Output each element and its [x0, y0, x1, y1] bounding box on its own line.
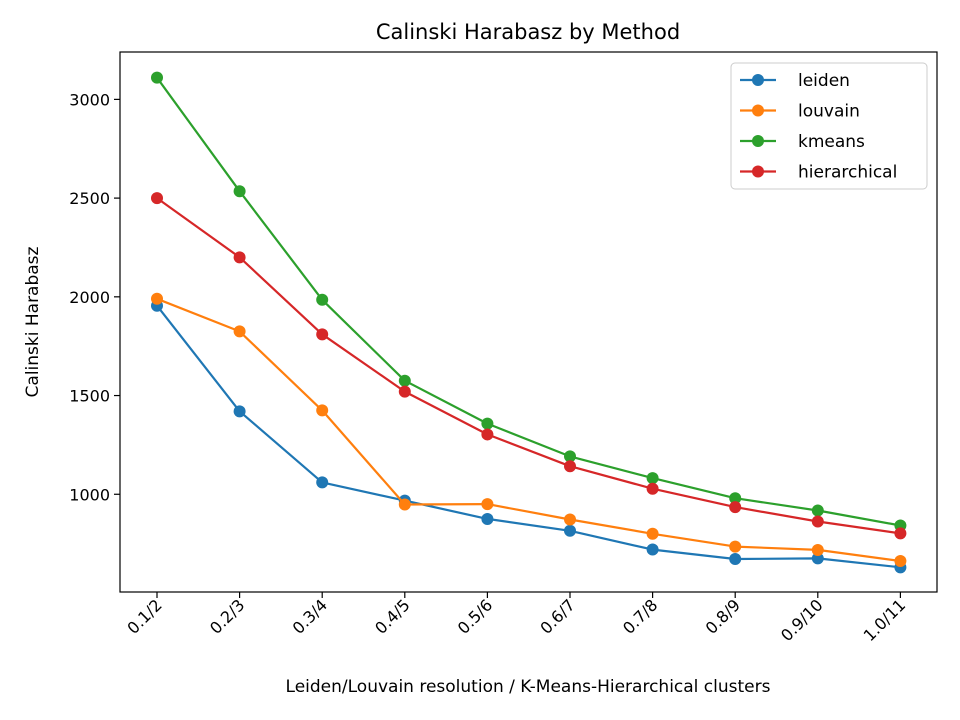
data-point-kmeans [564, 450, 576, 463]
legend-item-kmeans: kmeans [740, 132, 865, 152]
series-leiden [151, 299, 907, 574]
series-line-leiden [156, 305, 901, 569]
data-point-leiden [316, 476, 329, 489]
legend-label: kmeans [798, 132, 865, 152]
x-tick-label: 0.9/10 [777, 595, 827, 645]
data-point-kmeans [646, 472, 659, 485]
data-point-leiden [811, 552, 824, 565]
data-point-louvain [811, 543, 824, 556]
data-point-kmeans [316, 293, 329, 306]
data-point-hierarchical [398, 385, 411, 398]
y-tick-label: 2500 [69, 189, 110, 208]
legend-item-louvain: louvain [740, 102, 860, 122]
series-line-hierarchical [156, 197, 901, 535]
x-tick-label: 1.0/11 [860, 595, 910, 645]
data-point-louvain [316, 404, 329, 417]
x-tick-label: 0.4/5 [371, 595, 413, 637]
legend-item-leiden: leiden [740, 71, 850, 91]
data-point-kmeans [233, 185, 246, 198]
series-hierarchical [151, 192, 907, 540]
data-point-hierarchical [564, 460, 576, 473]
y-axis-label: Calinski Harabasz [23, 246, 43, 397]
y-tick-label: 2000 [69, 288, 110, 307]
chart-title: Calinski Harabasz by Method [376, 20, 680, 44]
data-point-kmeans [398, 374, 411, 387]
x-tick-label: 0.5/6 [454, 595, 496, 637]
series-louvain [151, 292, 907, 568]
legend-swatch-marker [752, 165, 764, 178]
data-point-louvain [481, 498, 494, 511]
data-point-kmeans [151, 71, 163, 84]
legend-label: louvain [798, 102, 860, 122]
legend-swatch-marker [752, 74, 764, 86]
y-tick-label: 1500 [69, 387, 110, 406]
data-point-louvain [729, 540, 742, 553]
legend-label: leiden [798, 71, 850, 91]
data-point-louvain [894, 555, 907, 568]
data-point-louvain [564, 513, 576, 526]
data-point-kmeans [481, 417, 494, 430]
series-line-kmeans [156, 77, 901, 527]
data-point-leiden [729, 553, 742, 566]
data-point-hierarchical [233, 251, 246, 264]
x-tick-label: 0.1/2 [123, 595, 165, 637]
legend-label: hierarchical [798, 163, 897, 183]
data-point-louvain [398, 498, 411, 511]
data-point-louvain [646, 527, 659, 540]
plot-area [151, 71, 907, 574]
data-point-hierarchical [316, 328, 329, 341]
x-tick-label: 0.6/7 [536, 595, 578, 637]
data-point-louvain [151, 292, 163, 305]
x-tick-label: 0.7/8 [619, 595, 661, 637]
data-point-leiden [481, 512, 494, 525]
legend-item-hierarchical: hierarchical [740, 163, 897, 183]
data-point-hierarchical [151, 192, 163, 205]
data-point-leiden [646, 543, 659, 556]
data-point-kmeans [729, 492, 742, 505]
plot-frame [119, 51, 938, 593]
x-tick-label: 0.2/3 [206, 595, 248, 637]
x-axis-label: Leiden/Louvain resolution / K-Means-Hier… [286, 677, 771, 697]
series-line-louvain [156, 297, 901, 563]
x-tick-label: 0.8/9 [702, 595, 744, 637]
data-point-hierarchical [894, 527, 907, 540]
data-point-leiden [564, 524, 576, 537]
legend: leiden louvain kmeans hierarchical [730, 62, 928, 190]
data-point-louvain [233, 325, 246, 338]
legend-swatch-marker [752, 135, 764, 147]
x-tick-label: 0.3/4 [289, 595, 331, 637]
data-point-hierarchical [481, 428, 494, 441]
data-point-kmeans [811, 504, 824, 517]
legend-box [730, 62, 928, 190]
data-point-hierarchical [811, 515, 824, 528]
y-tick-label: 1000 [69, 485, 110, 504]
legend-swatch-marker [752, 104, 764, 117]
series-kmeans [151, 71, 907, 532]
y-tick-label: 3000 [69, 90, 110, 109]
data-point-hierarchical [729, 501, 742, 514]
data-point-hierarchical [646, 482, 659, 495]
data-point-leiden [233, 405, 246, 418]
